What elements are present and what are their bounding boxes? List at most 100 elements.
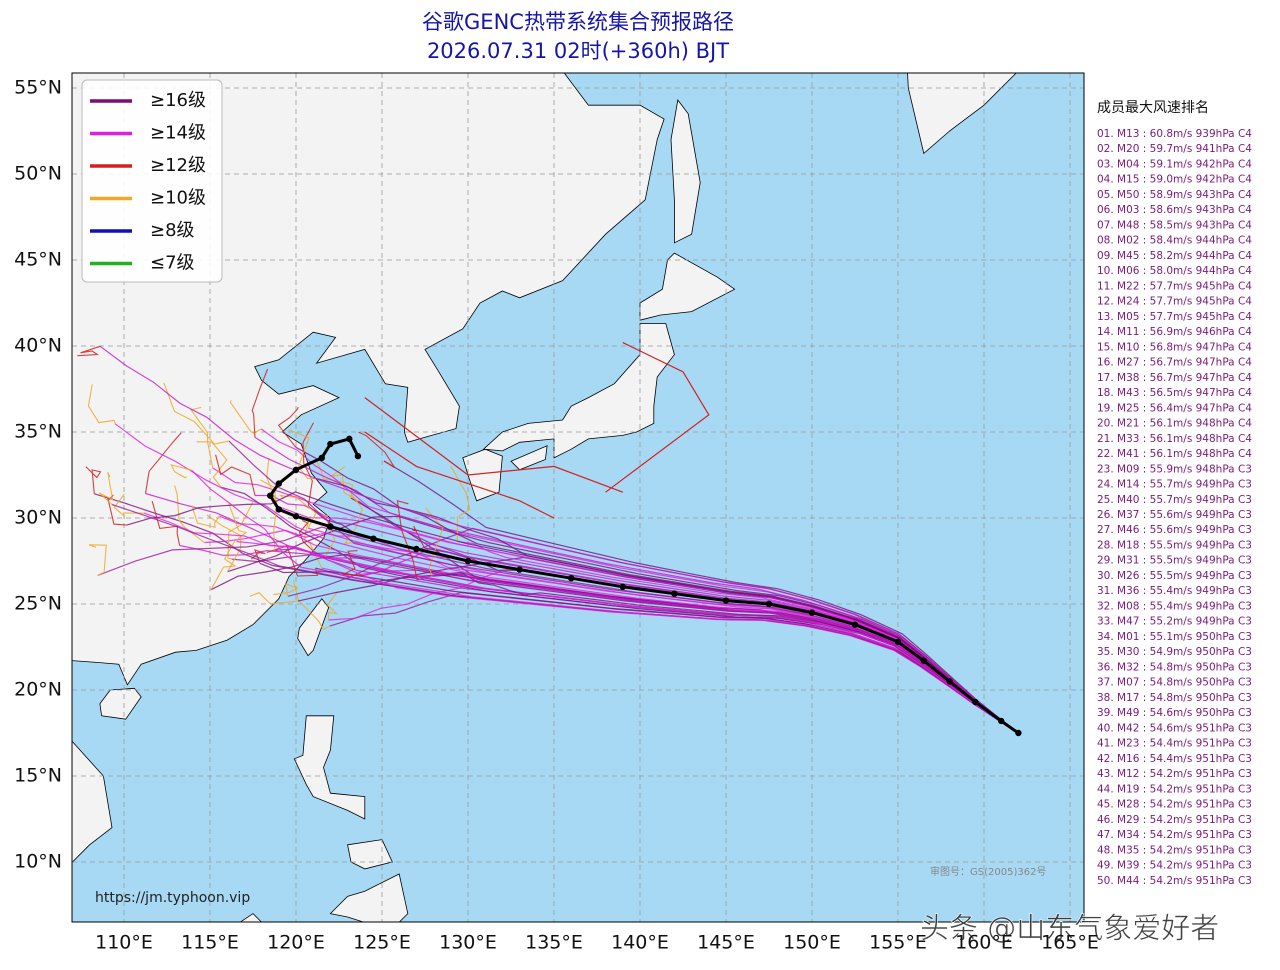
ranking-entry: 01. M13 : 60.8m/s 939hPa C4 bbox=[1097, 128, 1252, 140]
ensemble-track-tail bbox=[191, 505, 220, 528]
legend-label: ≥8级 bbox=[150, 220, 195, 241]
ranking-entry: 24. M14 : 55.7m/s 949hPa C3 bbox=[1097, 479, 1252, 491]
lon-tick-label: 160°E bbox=[955, 932, 1013, 954]
ranking-entry: 25. M40 : 55.7m/s 949hPa C3 bbox=[1097, 494, 1252, 506]
ranking-entry: 09. M45 : 58.2m/s 944hPa C4 bbox=[1097, 250, 1252, 262]
ranking-entry: 47. M34 : 54.2m/s 951hPa C3 bbox=[1097, 829, 1252, 841]
ranking-entry: 48. M35 : 54.2m/s 951hPa C3 bbox=[1097, 844, 1252, 856]
ensemble-track-tail bbox=[251, 368, 269, 438]
ensemble-track-tail bbox=[249, 592, 299, 605]
lat-tick-label: 30°N bbox=[14, 507, 62, 529]
ensemble-track bbox=[605, 342, 710, 493]
lat-tick-label: 35°N bbox=[14, 421, 62, 443]
lat-tick-label: 55°N bbox=[14, 77, 62, 99]
ranking-entry: 12. M24 : 57.7m/s 945hPa C4 bbox=[1097, 296, 1252, 308]
ensemble-track bbox=[383, 460, 1019, 734]
ensemble-track-tail bbox=[77, 345, 101, 357]
legend-label: ≥14级 bbox=[150, 123, 206, 144]
lat-tick-label: 15°N bbox=[14, 765, 62, 787]
mean-track-point bbox=[370, 535, 377, 542]
ensemble-track bbox=[99, 345, 1019, 734]
ensemble-track-tail bbox=[302, 422, 314, 507]
map-frame bbox=[71, 72, 1085, 923]
ensemble-track bbox=[126, 491, 1019, 734]
ranking-entry: 31. M36 : 55.4m/s 949hPa C3 bbox=[1097, 585, 1252, 597]
ranking-entry: 05. M50 : 58.9m/s 943hPa C4 bbox=[1097, 189, 1252, 201]
lat-tick-label: 45°N bbox=[14, 249, 62, 271]
ranking-entry: 16. M27 : 56.7m/s 947hPa C4 bbox=[1097, 357, 1252, 369]
mean-track-point bbox=[808, 609, 816, 616]
legend: ≥16级 ≥14级 ≥12级 ≥10级 ≥8级 ≤7级 bbox=[81, 79, 223, 283]
lon-tick-label: 120°E bbox=[267, 932, 325, 954]
mean-track-point bbox=[413, 545, 420, 553]
ranking-entry: 28. M18 : 55.5m/s 949hPa C3 bbox=[1097, 539, 1252, 551]
mean-track-point bbox=[275, 506, 282, 513]
mean-track-point bbox=[327, 523, 334, 530]
ranking-entry: 30. M26 : 55.5m/s 949hPa C3 bbox=[1097, 570, 1252, 582]
ensemble-track-tail bbox=[251, 549, 266, 564]
ranking-entry: 33. M47 : 55.2m/s 949hPa C3 bbox=[1097, 616, 1252, 628]
tracks bbox=[77, 342, 1022, 737]
ranking-entry: 42. M16 : 54.4m/s 951hPa C3 bbox=[1097, 753, 1252, 765]
ranking-entry: 37. M07 : 54.8m/s 950hPa C3 bbox=[1097, 677, 1252, 689]
ensemble-track-tail bbox=[210, 540, 237, 590]
ensemble-track-tail bbox=[425, 507, 444, 577]
mean-track-point bbox=[998, 717, 1005, 725]
legend-label: ≥16级 bbox=[150, 90, 206, 111]
ensemble-track-tail bbox=[113, 493, 145, 518]
mean-track-point bbox=[267, 492, 274, 499]
ranking-entry: 44. M19 : 54.2m/s 951hPa C3 bbox=[1097, 783, 1252, 795]
landmass bbox=[72, 740, 113, 863]
ensemble-track-tail bbox=[278, 494, 317, 529]
grid bbox=[72, 73, 1084, 922]
ranking-entry: 50. M44 : 54.2m/s 951hPa C3 bbox=[1097, 875, 1252, 887]
ranking-entry: 17. M38 : 56.7m/s 947hPa C4 bbox=[1097, 372, 1252, 384]
ranking-entry: 36. M32 : 54.8m/s 950hPa C3 bbox=[1097, 661, 1252, 673]
lon-tick-label: 125°E bbox=[353, 932, 411, 954]
mean-track-point bbox=[292, 513, 300, 520]
mean-track-point bbox=[946, 678, 953, 685]
mean-track-point bbox=[1015, 729, 1022, 737]
legend-label: ≥12级 bbox=[150, 155, 206, 176]
ranking-entry: 46. M29 : 54.2m/s 951hPa C3 bbox=[1097, 814, 1252, 826]
ensemble-track-tail bbox=[196, 441, 228, 488]
lat-tick-label: 40°N bbox=[14, 335, 62, 357]
ranking-entry: 20. M21 : 56.1m/s 948hPa C4 bbox=[1097, 418, 1252, 430]
landmass bbox=[293, 715, 366, 820]
ensemble-track-tail bbox=[215, 454, 256, 496]
landmass bbox=[347, 839, 393, 870]
ranking-entry: 40. M42 : 54.6m/s 951hPa C3 bbox=[1097, 722, 1252, 734]
mean-track-point bbox=[464, 557, 472, 565]
lon-tick-label: 135°E bbox=[525, 932, 583, 954]
ranking-entry: 13. M05 : 57.7m/s 945hPa C4 bbox=[1097, 311, 1252, 323]
ranking-entry: 32. M08 : 55.4m/s 949hPa C3 bbox=[1097, 600, 1252, 612]
mean-track-point bbox=[292, 466, 300, 474]
ranking-entry: 14. M11 : 56.9m/s 946hPa C4 bbox=[1097, 326, 1252, 338]
ensemble-track-tail bbox=[229, 400, 262, 434]
mean-track-point bbox=[920, 657, 927, 664]
ranking-entry: 04. M15 : 59.0m/s 942hPa C4 bbox=[1097, 174, 1252, 186]
ensemble-track-tail bbox=[277, 406, 299, 448]
ranking-entry: 29. M31 : 55.5m/s 949hPa C3 bbox=[1097, 555, 1252, 567]
ensemble-track-tail bbox=[88, 544, 107, 576]
mean-track-point bbox=[851, 621, 859, 628]
ensemble-track-tail bbox=[358, 431, 396, 469]
ensemble-track-tail bbox=[273, 583, 299, 597]
lat-tick-label: 10°N bbox=[14, 851, 62, 873]
ranking-entry: 21. M33 : 56.1m/s 948hPa C4 bbox=[1097, 433, 1252, 445]
lat-tick-label: 50°N bbox=[14, 163, 62, 185]
ranking-entry: 43. M12 : 54.2m/s 951hPa C3 bbox=[1097, 768, 1252, 780]
landmass bbox=[639, 252, 736, 321]
ensemble-track-tail bbox=[190, 406, 214, 469]
approval: 审图号：GS(2005)362号 bbox=[930, 865, 1046, 878]
mean-track-point bbox=[346, 435, 353, 443]
lon-tick-label: 150°E bbox=[783, 932, 841, 954]
ensemble-track-tail bbox=[298, 519, 313, 551]
mean-track-point bbox=[516, 566, 523, 573]
watermark: 头条 @山东气象爱好者 bbox=[920, 911, 1219, 945]
mean-track-point bbox=[327, 440, 334, 448]
ensemble-track bbox=[191, 469, 1019, 734]
mean-track-point bbox=[318, 454, 325, 461]
ranking-entry: 10. M06 : 58.0m/s 944hPa C4 bbox=[1097, 265, 1252, 277]
